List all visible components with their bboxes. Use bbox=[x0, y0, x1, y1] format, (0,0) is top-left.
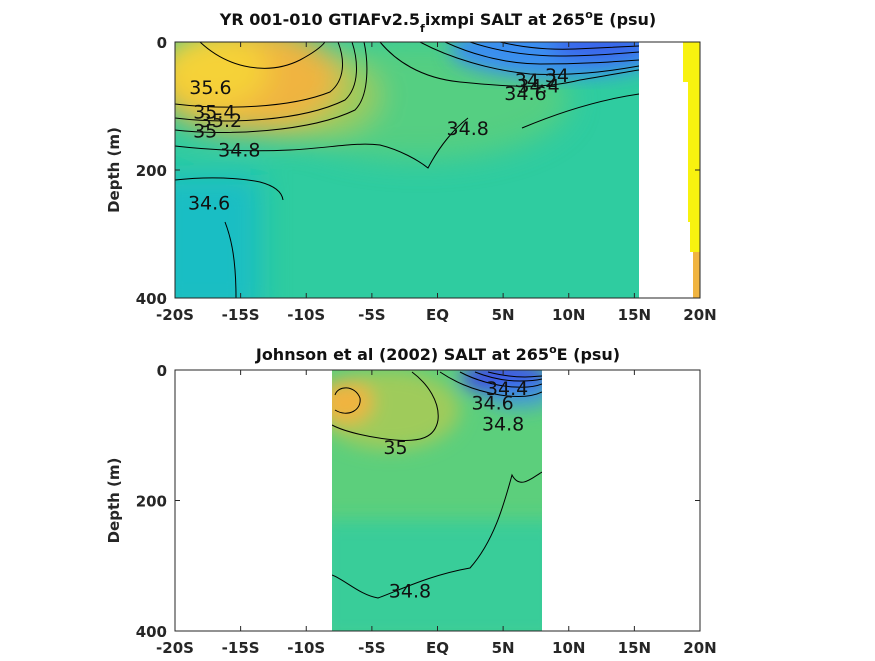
panel-1-xtick-label: -5S bbox=[358, 306, 385, 324]
panel-1-strip-bottom bbox=[693, 252, 700, 298]
contour-34 bbox=[499, 42, 639, 50]
panel-2-contour-label: 35 bbox=[383, 437, 407, 459]
panel-2-ticks: -20S -15S -10S -5S EQ 5N 10N 15N 20N 0 200 400 bbox=[136, 362, 717, 657]
panel-1-contour-label: 34.2 bbox=[515, 70, 557, 92]
panel-2-xtick-label: 5N bbox=[492, 639, 515, 656]
panel-2-xtick-label: EQ bbox=[426, 639, 449, 656]
panel-1-xtick-label: 5N bbox=[492, 306, 515, 324]
contour-34.2 bbox=[469, 42, 639, 57]
panel-1-strip-top bbox=[683, 42, 700, 82]
panel-1-xtick-label: 20N bbox=[683, 306, 716, 324]
panel-1-salinity-field bbox=[175, 42, 639, 298]
contour-34.2 bbox=[487, 371, 542, 378]
panel-1-field-cyan bbox=[175, 175, 260, 298]
panel-2-salinity-field bbox=[332, 370, 542, 631]
panel-1-xtick-label: 10N bbox=[552, 306, 585, 324]
contour-35.2 bbox=[175, 42, 357, 122]
panel-2-contour-label: 34.6 bbox=[471, 392, 513, 414]
panel-2-xtick-label: -15S bbox=[222, 639, 260, 656]
panel-2-xtick-label: -10S bbox=[287, 639, 325, 656]
panel-2-xtick-label: -5S bbox=[358, 639, 385, 656]
panel-1-title: YR 001-010 GTIAFv2.5fixmpi SALT at 265oE… bbox=[219, 8, 657, 35]
panel-2-field-blue bbox=[485, 381, 542, 409]
panel-2-field-teal bbox=[332, 520, 542, 631]
panel-1-xtick-label: EQ bbox=[426, 306, 449, 324]
contour-35-main bbox=[332, 371, 439, 441]
panel-2-ylabel: Depth (m) bbox=[105, 458, 123, 544]
panel-2-contour-label: 34.8 bbox=[482, 413, 524, 435]
contour-34.8-lower bbox=[332, 471, 542, 599]
contour-35 bbox=[175, 42, 368, 134]
panel-2-field-orange bbox=[332, 380, 373, 424]
panel-1-strip-low bbox=[690, 222, 700, 252]
contour-34.6-lower bbox=[224, 221, 237, 298]
panel-2-title: Johnson et al (2002) SALT at 265oE (psu) bbox=[255, 343, 620, 364]
panel-1-contour-label: 34.4 bbox=[517, 75, 559, 97]
contour-34.6-left bbox=[175, 177, 284, 201]
contour-34.8-left bbox=[175, 117, 469, 169]
panel-1-ytick-label: 400 bbox=[136, 290, 167, 308]
panel-1-contour-label: 34.8 bbox=[218, 139, 260, 161]
panel-1-xtick-label: -15S bbox=[222, 306, 260, 324]
contour-35.6 bbox=[199, 42, 326, 69]
panel-1-contour-label: 34.6 bbox=[504, 83, 546, 105]
panel-1-ytick-label: 200 bbox=[136, 162, 167, 180]
panel-1-contour-label: 35.6 bbox=[189, 77, 231, 99]
panel-2-xtick-label: 10N bbox=[552, 639, 585, 656]
contour-34.8-top bbox=[439, 371, 542, 397]
contour-35-small bbox=[334, 387, 361, 414]
panel-1-contour-label: 35.4 bbox=[193, 102, 235, 124]
panel-1-contour-label: 34.8 bbox=[447, 118, 489, 140]
panel-2: Johnson et al (2002) SALT at 265oE (psu) bbox=[105, 343, 717, 657]
panel-2-contour-label: 34.4 bbox=[486, 378, 528, 400]
panel-2-xtick-label: 20N bbox=[683, 639, 716, 656]
panel-2-contours bbox=[332, 371, 542, 599]
panel-1-contours bbox=[175, 42, 639, 298]
panel-1-contour-label: 35.2 bbox=[200, 110, 242, 132]
panel-1-ylabel: Depth (m) bbox=[105, 127, 123, 213]
panel-1-xtick-label: -20S bbox=[156, 306, 194, 324]
panel-1-strip-mid bbox=[688, 82, 700, 222]
panel-1-contour-label: 34 bbox=[545, 65, 569, 87]
contour-35.4 bbox=[175, 42, 343, 108]
panel-1-contour-label: 35 bbox=[193, 121, 217, 143]
panel-1-ytick-label: 0 bbox=[157, 34, 167, 52]
panel-2-ytick-label: 200 bbox=[136, 493, 167, 511]
panel-1-ticks: -20S -15S -10S -5S EQ 5N 10N 15N 20N 0 200 400 bbox=[136, 34, 717, 324]
panel-1-xtick-label: 15N bbox=[618, 306, 651, 324]
panel-1-xtick-label: -10S bbox=[287, 306, 325, 324]
panel-2-xtick-label: -20S bbox=[156, 639, 194, 656]
panel-1-field-salty bbox=[175, 42, 270, 108]
panel-1-contour-label: 34.6 bbox=[188, 192, 230, 214]
contour-34.6-right bbox=[419, 42, 639, 76]
panel-2-ytick-label: 400 bbox=[136, 623, 167, 641]
panel-1: YR 001-010 GTIAFv2.5fixmpi SALT at 265oE… bbox=[105, 8, 717, 324]
contour-34.8-top bbox=[379, 42, 639, 87]
panel-2-ytick-label: 0 bbox=[157, 362, 167, 380]
panel-2-contour-label: 34.8 bbox=[389, 580, 431, 602]
contour-34.4 bbox=[444, 42, 639, 65]
contour-34.8-right bbox=[521, 93, 639, 129]
contour-34.6 bbox=[459, 371, 542, 388]
panel-2-xtick-label: 15N bbox=[618, 639, 651, 656]
contour-34.4 bbox=[474, 371, 542, 382]
